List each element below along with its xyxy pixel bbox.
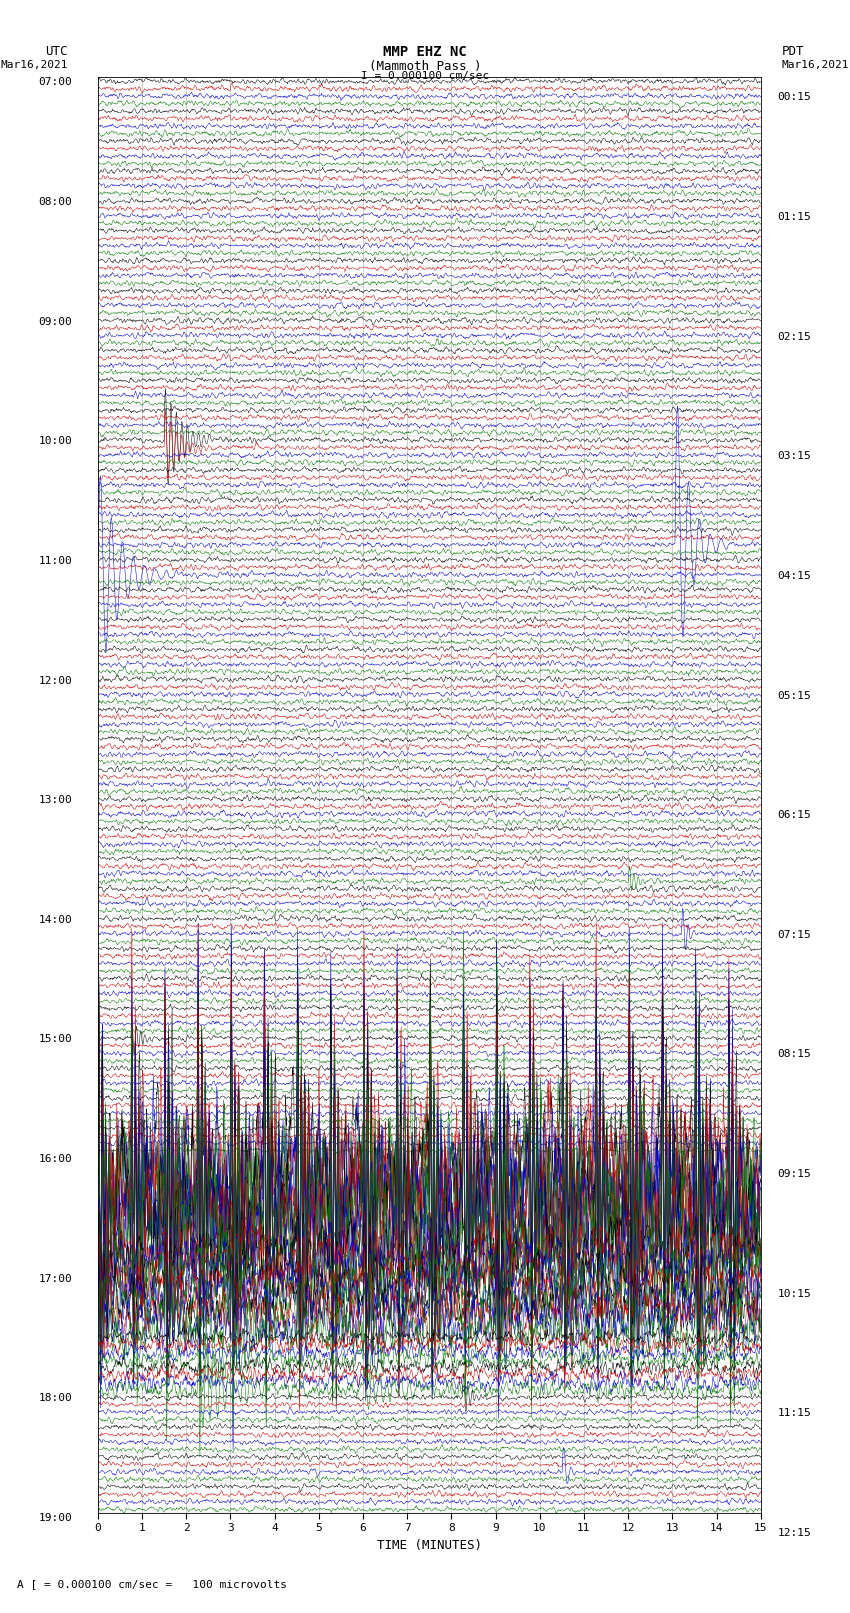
Text: 01:15: 01:15 bbox=[778, 211, 812, 223]
Text: 11:15: 11:15 bbox=[778, 1408, 812, 1418]
Text: 18:00: 18:00 bbox=[38, 1394, 72, 1403]
Text: 03:15: 03:15 bbox=[778, 452, 812, 461]
Text: A [ = 0.000100 cm/sec =   100 microvolts: A [ = 0.000100 cm/sec = 100 microvolts bbox=[17, 1579, 287, 1589]
Text: 04:15: 04:15 bbox=[778, 571, 812, 581]
Text: 13:00: 13:00 bbox=[38, 795, 72, 805]
Text: PDT: PDT bbox=[782, 45, 804, 58]
Text: 19:00: 19:00 bbox=[38, 1513, 72, 1523]
Text: 05:15: 05:15 bbox=[778, 690, 812, 700]
Text: 15:00: 15:00 bbox=[38, 1034, 72, 1045]
Text: Mar16,2021: Mar16,2021 bbox=[1, 60, 68, 69]
Text: 16:00: 16:00 bbox=[38, 1155, 72, 1165]
Text: 00:15: 00:15 bbox=[778, 92, 812, 102]
Text: 02:15: 02:15 bbox=[778, 332, 812, 342]
Text: 08:15: 08:15 bbox=[778, 1050, 812, 1060]
Text: 17:00: 17:00 bbox=[38, 1274, 72, 1284]
Text: UTC: UTC bbox=[46, 45, 68, 58]
Text: 06:15: 06:15 bbox=[778, 810, 812, 819]
Text: I = 0.000100 cm/sec: I = 0.000100 cm/sec bbox=[361, 71, 489, 81]
Text: 12:00: 12:00 bbox=[38, 676, 72, 686]
Text: 10:00: 10:00 bbox=[38, 436, 72, 447]
Text: Mar16,2021: Mar16,2021 bbox=[782, 60, 849, 69]
Text: MMP EHZ NC: MMP EHZ NC bbox=[383, 45, 467, 60]
Text: 10:15: 10:15 bbox=[778, 1289, 812, 1298]
Text: 09:00: 09:00 bbox=[38, 316, 72, 327]
Text: 07:00: 07:00 bbox=[38, 77, 72, 87]
Text: 11:00: 11:00 bbox=[38, 556, 72, 566]
Text: 09:15: 09:15 bbox=[778, 1169, 812, 1179]
X-axis label: TIME (MINUTES): TIME (MINUTES) bbox=[377, 1539, 482, 1552]
Text: (Mammoth Pass ): (Mammoth Pass ) bbox=[369, 60, 481, 73]
Text: 12:15: 12:15 bbox=[778, 1528, 812, 1537]
Text: 08:00: 08:00 bbox=[38, 197, 72, 206]
Text: 14:00: 14:00 bbox=[38, 915, 72, 924]
Text: 07:15: 07:15 bbox=[778, 929, 812, 940]
